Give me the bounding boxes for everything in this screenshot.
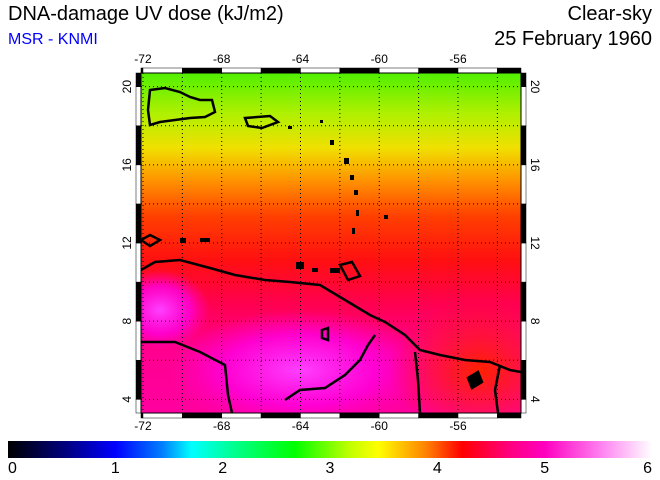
- latitude-label: 20: [528, 80, 542, 94]
- longitude-label: -60: [371, 419, 389, 433]
- frame-segment: [300, 412, 341, 419]
- condition-label: Clear-sky: [567, 3, 652, 25]
- frame-segment: [135, 399, 142, 414]
- longitude-label: -56: [449, 52, 467, 66]
- frame-segment: [457, 67, 498, 74]
- frame-segment: [520, 359, 527, 400]
- frame-segment: [260, 67, 301, 74]
- coastlines: [141, 86, 521, 413]
- frame-segment: [182, 67, 222, 74]
- frame-segment: [457, 412, 498, 419]
- colorbar: [8, 441, 652, 458]
- latitude-label: 16: [120, 158, 134, 172]
- frame-segment: [520, 86, 527, 127]
- date-label: 25 February 1960: [494, 28, 652, 50]
- frame-segment: [135, 242, 142, 283]
- colorbar-tick-label: 5: [540, 460, 550, 477]
- frame-segment: [135, 86, 142, 127]
- map-frame: [135, 67, 527, 419]
- colorbar-tick-label: 3: [325, 460, 335, 477]
- frame-segment: [140, 67, 144, 74]
- frame-segment: [339, 67, 380, 74]
- frame-segment: [142, 412, 183, 419]
- longitude-label: -56: [449, 419, 467, 433]
- frame-segment: [520, 399, 527, 414]
- frame-segment: [339, 412, 380, 419]
- frame-segment: [520, 164, 527, 205]
- frame-segment: [378, 67, 419, 74]
- frame-segment: [135, 320, 142, 361]
- frame-segment: [520, 125, 527, 166]
- frame-segment: [520, 281, 527, 322]
- longitude-label: -64: [292, 52, 310, 66]
- latitude-label: 8: [528, 318, 542, 325]
- frame-segment: [497, 67, 522, 74]
- frame-segment: [497, 412, 522, 419]
- frame-segment: [418, 67, 459, 74]
- frame-segment: [418, 412, 459, 419]
- latitude-label: 8: [120, 318, 134, 325]
- longitude-label: -72: [134, 52, 152, 66]
- uv-dose-map: -72 -72 -68 -68 -64 -64 -60 -60 -56 -56 4 4 8 8 12 12 16…: [120, 52, 542, 433]
- frame-segment: [300, 67, 341, 74]
- credit-label: MSR - KNMI: [8, 31, 98, 48]
- frame-segment: [221, 412, 262, 419]
- longitude-label: -68: [213, 419, 231, 433]
- frame-segment: [135, 359, 142, 400]
- latitude-label: 4: [120, 396, 134, 403]
- frame-segment: [135, 125, 142, 166]
- islands: [180, 120, 388, 273]
- frame-segment: [221, 67, 262, 74]
- longitude-label: -72: [134, 419, 152, 433]
- frame-segment: [135, 164, 142, 205]
- latitude-label: 16: [528, 158, 542, 172]
- frame-segment: [135, 203, 142, 244]
- frame-segment: [135, 281, 142, 322]
- frame-segment: [182, 412, 222, 419]
- latitude-label: 12: [120, 236, 134, 250]
- frame-segment: [135, 72, 142, 87]
- frame-segment: [378, 412, 419, 419]
- axis-labels: -72 -72 -68 -68 -64 -64 -60 -60 -56 -56 4 4 8 8 12 12 16…: [120, 52, 542, 433]
- colorbar-tick-label: 0: [8, 460, 17, 477]
- colorbar-tick-label: 1: [110, 460, 120, 477]
- frame-segment: [520, 242, 527, 283]
- frame-segment: [260, 412, 301, 419]
- frame-segment: [142, 67, 183, 74]
- longitude-label: -60: [371, 52, 389, 66]
- longitude-label: -64: [292, 419, 310, 433]
- longitude-label: -68: [213, 52, 231, 66]
- latitude-label: 20: [120, 80, 134, 94]
- map-title: DNA-damage UV dose (kJ/m2): [8, 3, 284, 25]
- latitude-label: 4: [528, 396, 542, 403]
- frame-segment: [520, 72, 527, 87]
- frame-segment: [520, 320, 527, 361]
- colorbar-tick-label: 4: [432, 460, 442, 477]
- frame-segment: [520, 203, 527, 244]
- colorbar-tick-label: 6: [643, 460, 652, 477]
- graticule: [141, 73, 521, 413]
- frame-segment: [140, 412, 144, 419]
- colorbar-tick-label: 2: [218, 460, 228, 477]
- latitude-label: 12: [528, 236, 542, 250]
